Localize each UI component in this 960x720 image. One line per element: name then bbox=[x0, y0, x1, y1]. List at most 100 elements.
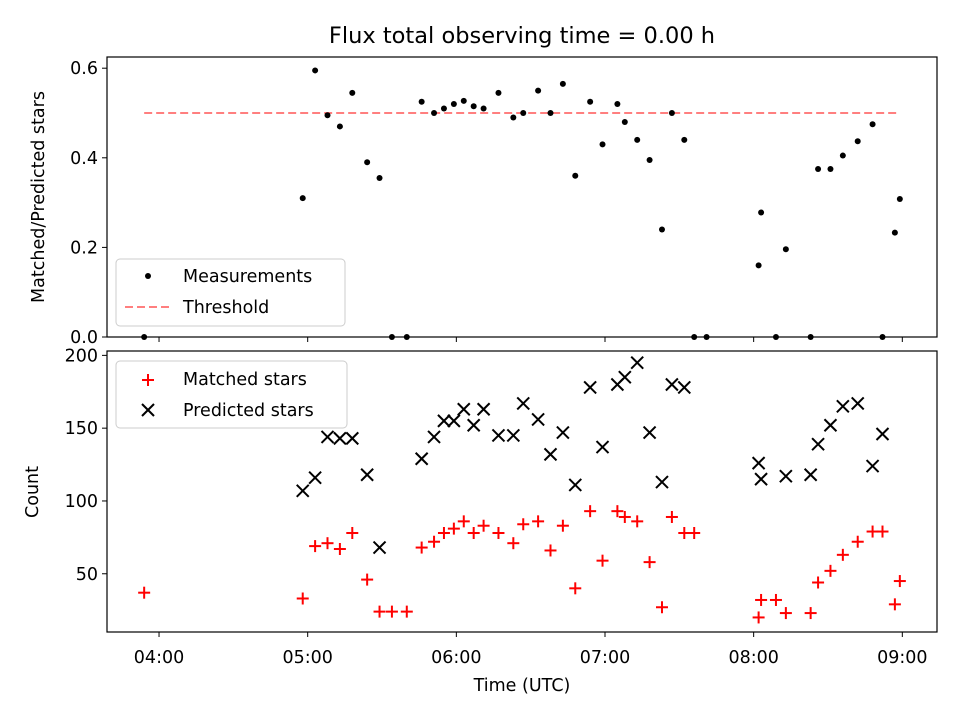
matched-star-point bbox=[611, 505, 624, 518]
x-tick-label: 06:00 bbox=[431, 648, 481, 668]
matched-star-point bbox=[346, 526, 359, 539]
x-tick-label: 04:00 bbox=[134, 648, 184, 668]
predicted-star-point bbox=[506, 428, 521, 443]
ratio-legend-box bbox=[115, 258, 346, 327]
predicted-star-point bbox=[665, 377, 679, 392]
predicted-star-point bbox=[677, 380, 691, 395]
predicted-star-point bbox=[372, 540, 387, 555]
legend-matched-marker bbox=[142, 374, 154, 386]
legend-measurements-label: Measurements bbox=[183, 267, 312, 287]
chart-title: Flux total observing time = 0.00 h bbox=[329, 23, 715, 49]
x-tick-label: 07:00 bbox=[580, 648, 630, 668]
matched-star-point bbox=[477, 519, 490, 532]
y-tick-label: 50 bbox=[76, 565, 98, 585]
measurement-point bbox=[691, 334, 698, 340]
predicted-star-point bbox=[320, 430, 335, 444]
predicted-star-point bbox=[491, 428, 506, 443]
matched-star-point bbox=[428, 535, 441, 548]
predicted-star-point bbox=[457, 402, 471, 416]
measurement-point bbox=[520, 110, 527, 116]
x-tick-label: 09:00 bbox=[877, 648, 927, 668]
measurement-point bbox=[572, 172, 579, 179]
measurement-point bbox=[141, 334, 148, 340]
measurement-point bbox=[460, 97, 467, 104]
predicted-star-point bbox=[556, 425, 570, 440]
matched-star-point bbox=[447, 522, 460, 535]
matched-star-point bbox=[851, 535, 864, 548]
ratio-y-ticks: 0.0 0.2 0.4 0.6 bbox=[70, 59, 107, 348]
predicted-star-point bbox=[811, 437, 825, 451]
legend-measurements-marker bbox=[145, 273, 151, 279]
predicted-star-point bbox=[630, 355, 644, 370]
predicted-star-point bbox=[345, 431, 359, 446]
ratio-panel-frame bbox=[106, 56, 938, 338]
predicted-star-point bbox=[823, 418, 838, 432]
matched-star-point bbox=[138, 586, 151, 599]
measurement-point bbox=[758, 209, 765, 216]
measurement-point bbox=[827, 166, 834, 172]
matched-star-point bbox=[584, 505, 597, 518]
matched-star-point bbox=[400, 605, 413, 618]
ratio-panel: 0.0 0.2 0.4 0.6 Matched/Predicted stars Mea… bbox=[29, 56, 938, 348]
matched-star-point bbox=[688, 526, 701, 539]
x-tick-label: 08:00 bbox=[728, 648, 778, 668]
matched-star-point bbox=[812, 576, 825, 589]
measurement-point bbox=[312, 67, 319, 74]
predicted-star-point bbox=[754, 472, 768, 486]
measurement-point bbox=[403, 334, 410, 340]
matched-star-point bbox=[321, 537, 334, 550]
predicted-star-point bbox=[865, 459, 880, 473]
predicted-star-point bbox=[618, 370, 632, 384]
matched-star-point bbox=[532, 515, 545, 528]
matched-star-point bbox=[752, 611, 765, 624]
count-panel-frame bbox=[106, 350, 938, 633]
measurement-point bbox=[364, 159, 371, 166]
matched-star-point bbox=[655, 601, 668, 614]
predicted-star-point bbox=[414, 452, 429, 466]
count-y-ticks: 50 100 150 200 bbox=[65, 346, 107, 585]
ratio-y-axis-label: Matched/Predicted stars bbox=[29, 91, 49, 303]
y-tick-label: 150 bbox=[65, 419, 98, 439]
count-x-ticks: 04:00 05:00 06:00 07:00 08:00 09:00 bbox=[134, 632, 928, 668]
predicted-star-point bbox=[296, 484, 310, 498]
predicted-star-point bbox=[437, 414, 451, 428]
predicted-star-point bbox=[875, 427, 890, 441]
ratio-x-ticks bbox=[158, 337, 903, 342]
measurement-point bbox=[559, 80, 566, 87]
measurement-point bbox=[634, 136, 641, 143]
measurement-point bbox=[869, 121, 876, 128]
measurement-point bbox=[896, 196, 903, 203]
matched-star-point bbox=[333, 543, 346, 556]
y-tick-label: 0.4 bbox=[70, 149, 98, 169]
ratio-legend: Measurements Threshold bbox=[115, 258, 346, 327]
matched-star-point bbox=[507, 537, 520, 550]
count-legend: Matched stars Predicted stars bbox=[115, 360, 348, 429]
predicted-star-point bbox=[642, 425, 657, 440]
matched-star-point bbox=[457, 515, 470, 528]
matched-star-point bbox=[569, 582, 582, 595]
matched-star-point bbox=[779, 607, 792, 620]
matched-star-point bbox=[804, 607, 817, 620]
matched-star-point bbox=[309, 540, 322, 553]
measurement-point bbox=[470, 103, 477, 110]
x-tick-label: 05:00 bbox=[282, 648, 332, 668]
matched-star-point bbox=[437, 526, 450, 539]
predicted-star-point bbox=[447, 414, 461, 428]
measurement-point bbox=[621, 118, 628, 125]
measurement-point bbox=[703, 334, 710, 340]
count-y-axis-label: Count bbox=[23, 466, 43, 518]
predicted-star-point bbox=[427, 430, 441, 444]
y-tick-label: 100 bbox=[65, 492, 98, 512]
measurement-point bbox=[839, 152, 846, 159]
predicted-star-point bbox=[476, 402, 491, 416]
legend-cross bbox=[141, 403, 155, 417]
predicted-star-point bbox=[516, 396, 530, 411]
measurement-point bbox=[807, 334, 814, 340]
measurement-point bbox=[755, 262, 762, 269]
legend-predicted-marker bbox=[141, 403, 155, 417]
predicted-star-point bbox=[836, 399, 850, 414]
matched-star-point bbox=[665, 510, 678, 523]
measurement-point bbox=[815, 166, 822, 172]
matched-star-point bbox=[373, 605, 386, 618]
